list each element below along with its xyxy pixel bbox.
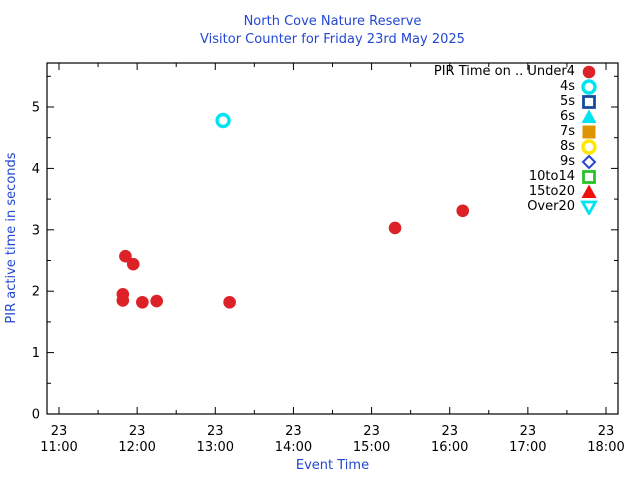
chart-subtitle: Visitor Counter for Friday 23rd May 2025 (200, 32, 465, 47)
circle-open-marker (215, 112, 231, 129)
legend-item-7s: 7s (434, 124, 598, 139)
x-tick-label-time: 11:00 (40, 440, 77, 455)
legend-item-label: 4s (559, 79, 575, 94)
x-tick-label-time: 15:00 (353, 440, 390, 455)
y-tick-label: 0 (32, 408, 40, 423)
square-open-marker (582, 169, 596, 184)
legend-item-pir-time-on-under4: PIR Time on .. Under4 (434, 64, 598, 79)
data-point-Under4 (126, 257, 140, 271)
legend: PIR Time on .. Under4 4s 5s 6s 7s 8s 9s 10to14 1… (434, 64, 598, 215)
x-tick-label-day: 23 (520, 424, 537, 439)
legend-item-15to20: 15to20 (434, 184, 598, 199)
data-point-Under4 (116, 294, 130, 307)
y-tick-label: 3 (32, 223, 40, 238)
legend-item-over20: Over20 (434, 199, 598, 215)
x-tick-label-time: 17:00 (509, 440, 546, 455)
circle-solid-marker (136, 295, 149, 309)
y-axis-title: PIR active time in seconds (4, 152, 19, 324)
x-tick-label-day: 23 (51, 424, 68, 439)
chart-title: North Cove Nature Reserve (243, 14, 422, 29)
legend-item-label: 9s (559, 154, 575, 169)
circle-solid-marker (150, 294, 163, 308)
x-tick-label-day: 23 (285, 424, 302, 439)
legend-item-marker (581, 138, 597, 155)
circle-solid-marker (582, 65, 596, 78)
triangle-up-solid-marker (581, 109, 597, 123)
x-tick-label-day: 23 (129, 424, 146, 439)
x-tick-label-day: 23 (441, 424, 458, 439)
circle-solid-marker (116, 294, 130, 307)
legend-item-label: 5s (559, 94, 575, 109)
legend-item-4s: 4s (434, 78, 598, 95)
legend-item-label: 10to14 (528, 169, 575, 184)
x-axis-title: Event Time (295, 458, 370, 473)
legend-item-8s: 8s (434, 138, 598, 155)
x-tick-label-time: 12:00 (118, 440, 155, 455)
legend-item-marker (580, 200, 598, 215)
circle-solid-marker (126, 257, 140, 271)
legend-item-marker (582, 65, 596, 78)
legend-item-marker (582, 125, 596, 138)
triangle-down-open-marker (580, 200, 598, 215)
legend-item-label: 6s (559, 109, 575, 124)
legend-item-6s: 6s (434, 109, 598, 124)
data-point-Under4 (223, 295, 236, 309)
legend-item-5s: 5s (434, 94, 598, 109)
square-solid-marker (582, 125, 596, 138)
diamond-open-marker (581, 154, 597, 169)
x-tick-label-day: 23 (363, 424, 380, 439)
y-tick-label: 1 (32, 346, 40, 361)
x-tick-label-day: 23 (598, 424, 615, 439)
y-tick-label: 2 (32, 285, 40, 300)
legend-item-label: 15to20 (528, 184, 575, 199)
circle-solid-marker (388, 221, 402, 235)
legend-item-marker (581, 78, 597, 95)
circle-solid-marker (119, 249, 132, 263)
x-tick-label-time: 13:00 (197, 440, 234, 455)
legend-item-9s: 9s (434, 154, 598, 169)
x-tick-label-day: 23 (207, 424, 224, 439)
legend-item-label: PIR Time on .. Under4 (433, 64, 575, 79)
triangle-up-solid-marker (581, 184, 597, 198)
data-point-Under4 (136, 295, 149, 309)
circle-solid-marker (223, 295, 236, 309)
legend-item-label: Over20 (527, 199, 575, 214)
legend-item-marker (581, 109, 597, 123)
square-open-marker (582, 94, 596, 109)
legend-item-marker (582, 94, 596, 109)
circle-open-marker (581, 78, 597, 95)
data-point-Under4 (119, 249, 132, 263)
legend-item-marker (581, 154, 597, 169)
legend-item-marker (581, 184, 597, 198)
legend-item-label: 8s (559, 139, 575, 154)
x-tick-label-time: 14:00 (275, 440, 312, 455)
data-point-4s (215, 112, 231, 129)
circle-open-marker (581, 138, 597, 155)
y-tick-label: 5 (32, 101, 40, 116)
data-point-Under4 (388, 221, 402, 235)
data-point-Under4 (456, 204, 470, 218)
legend-item-label: 7s (559, 124, 575, 139)
legend-item-marker (582, 169, 596, 184)
legend-item-10to14: 10to14 (434, 169, 598, 184)
circle-solid-marker (456, 204, 470, 218)
x-tick-label-time: 18:00 (587, 440, 624, 455)
x-tick-label-time: 16:00 (431, 440, 468, 455)
data-point-Under4 (150, 294, 163, 308)
y-tick-label: 4 (32, 162, 40, 177)
